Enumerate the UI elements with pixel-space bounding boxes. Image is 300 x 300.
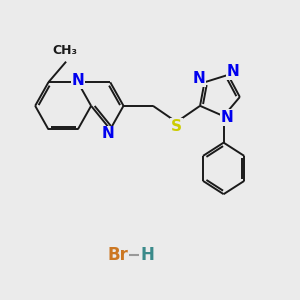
Text: CH₃: CH₃ — [52, 44, 77, 57]
Text: S: S — [171, 119, 182, 134]
Text: N: N — [227, 64, 240, 79]
Text: N: N — [193, 71, 206, 86]
Text: N: N — [101, 126, 114, 141]
Text: N: N — [71, 73, 84, 88]
Text: Br: Br — [107, 245, 128, 263]
Text: H: H — [140, 245, 154, 263]
Text: N: N — [221, 110, 233, 125]
